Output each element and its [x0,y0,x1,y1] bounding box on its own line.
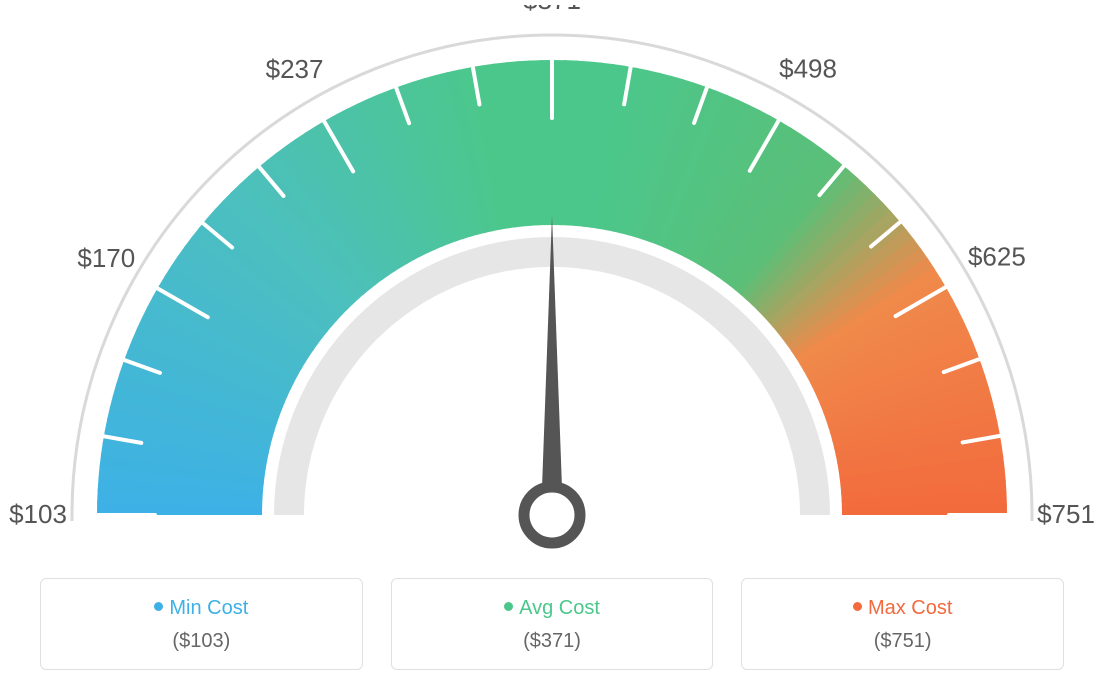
legend-avg-value: ($371) [402,630,703,653]
legend-avg-title: Avg Cost [402,597,703,620]
legend-min-title: Min Cost [51,597,352,620]
cost-gauge-chart: $103 $170 $237 $371 $498 $625 $751 Min Cost ($… [0,0,1104,690]
legend-max-label: Max Cost [868,597,952,619]
legend-avg: Avg Cost ($371) [391,578,714,670]
legend-avg-dot [504,602,513,611]
gauge-tick-label: $371 [523,5,581,15]
gauge-svg: $103 $170 $237 $371 $498 $625 $751 [0,5,1104,565]
legend-max-title: Max Cost [752,597,1053,620]
gauge-area: $103 $170 $237 $371 $498 $625 $751 [0,5,1104,565]
gauge-needle-hub [524,487,580,543]
legend-min-value: ($103) [51,630,352,653]
gauge-tick-label: $498 [779,53,837,83]
legend-avg-label: Avg Cost [519,597,600,619]
gauge-tick-label: $625 [968,242,1026,272]
legend-max-dot [853,602,862,611]
legend-max: Max Cost ($751) [741,578,1064,670]
legend-min: Min Cost ($103) [40,578,363,670]
gauge-tick-label: $170 [77,243,135,273]
legend-min-label: Min Cost [169,597,248,619]
gauge-tick-label: $237 [266,54,324,84]
legend-min-dot [154,602,163,611]
gauge-tick-label: $103 [9,499,67,529]
legend-row: Min Cost ($103) Avg Cost ($371) Max Cost… [0,578,1104,670]
gauge-tick-label: $751 [1037,499,1095,529]
legend-max-value: ($751) [752,630,1053,653]
